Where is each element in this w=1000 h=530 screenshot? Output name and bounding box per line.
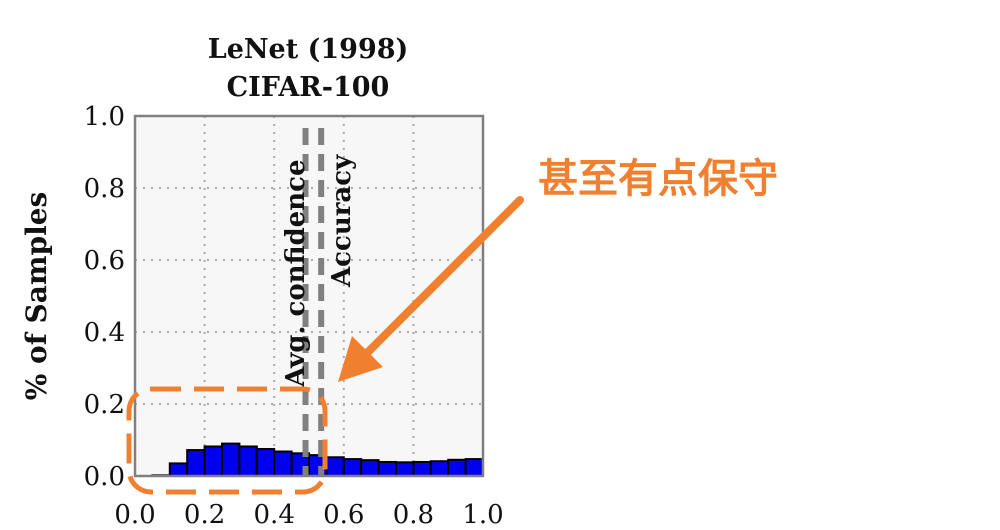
y-tick-label: 0.6 — [84, 246, 125, 276]
reference-lines — [302, 128, 325, 476]
histogram-bar — [395, 461, 415, 478]
annotation-arrow-shaft — [361, 196, 524, 359]
annotation-group: 甚至有点保守 — [126, 156, 778, 495]
y-tick-labels: 0.0 0.2 0.4 0.6 0.8 1.0 — [84, 102, 125, 492]
grid-lines — [135, 116, 483, 476]
highlight-dashed-box — [126, 386, 328, 495]
histogram-bar — [168, 462, 189, 477]
histogram-bar — [221, 442, 241, 478]
histogram-bar — [464, 458, 485, 477]
avg-confidence-label: Avg. confidence — [281, 160, 311, 389]
x-tick-label: 0.0 — [114, 500, 155, 530]
histogram-bar — [360, 459, 380, 478]
histogram-bar — [429, 460, 450, 477]
histogram-bar — [255, 448, 276, 477]
y-tick-label: 0.0 — [84, 462, 125, 492]
histogram-bar — [377, 460, 398, 477]
x-tick-label: 0.6 — [323, 500, 364, 530]
histogram-bar — [412, 460, 432, 477]
x-tick-label: 1.0 — [462, 500, 503, 530]
y-axis-label: % of Samples — [20, 192, 53, 401]
annotation-arrow-head — [338, 336, 383, 382]
y-tick-label: 0.2 — [84, 390, 125, 420]
histogram-bar — [238, 445, 258, 478]
accuracy-label: Accuracy — [327, 154, 357, 288]
histogram-bar — [186, 449, 206, 477]
chart-title: LeNet (1998) — [208, 34, 409, 65]
x-tick-labels: 0.0 0.2 0.4 0.6 0.8 1.0 — [114, 500, 503, 530]
histogram-bars — [151, 442, 485, 478]
x-tick-label: 0.8 — [393, 500, 434, 530]
plot-frame — [133, 114, 485, 478]
annotation-text: 甚至有点保守 — [538, 156, 778, 202]
histogram-bar — [325, 456, 345, 477]
y-tick-label: 1.0 — [84, 102, 125, 132]
y-tick-label: 0.8 — [84, 174, 125, 204]
histogram-bar — [203, 445, 224, 478]
histogram-bar — [447, 458, 467, 477]
histogram-bar — [342, 458, 363, 477]
chart-subtitle: CIFAR-100 — [227, 72, 390, 103]
y-tick-label: 0.4 — [84, 318, 125, 348]
x-tick-label: 0.4 — [254, 500, 295, 530]
x-tick-label: 0.2 — [184, 500, 225, 530]
histogram-bar — [273, 450, 293, 477]
